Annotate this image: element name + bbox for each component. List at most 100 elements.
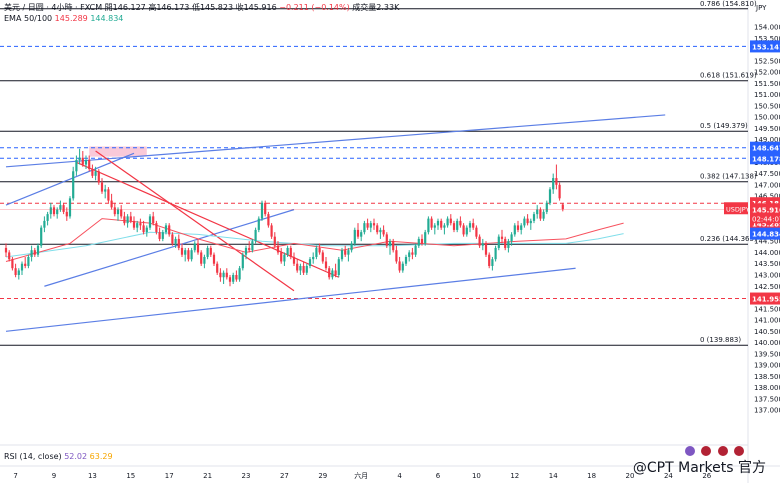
y-tick-label: 152.000 [754,69,780,77]
y-tick-label: 138.000 [754,384,780,392]
candle-body [228,277,232,282]
candle-body [408,252,411,257]
rsi-legend[interactable]: RSI (14, close) 52.02 63.29 [4,452,113,461]
x-tick-label: 14 [549,472,558,480]
candle-body [542,211,545,219]
candle-body [539,209,542,219]
x-tick-label: 24 [664,472,673,480]
candle-body [203,256,206,264]
ema50-line [5,218,624,262]
x-tick-label: 27 [280,472,289,480]
candle-body [8,252,11,260]
y-tick-label: 153.500 [754,35,780,43]
high-value: 146.173 [156,3,190,12]
candle-body [126,216,129,224]
candle-body [72,171,75,199]
candle-body [552,178,555,190]
candle-body [24,263,27,266]
candle-body [161,232,164,239]
candle-body [443,225,446,228]
candle-body [340,250,344,260]
y-tick-label: 150.000 [754,114,780,122]
y-tick-label: 144.500 [754,238,780,246]
candle-body [452,223,456,230]
last-price-tag-bg [750,203,780,224]
candle-body [331,270,334,278]
candle-body [107,189,110,201]
candle-body [270,225,273,237]
candle-body [113,207,116,215]
candle-body [222,272,225,278]
candle-body [91,169,94,176]
rsi-value: 52.02 [64,452,88,461]
low-label: 低 [191,3,200,12]
y-tick-label: 147.500 [754,170,780,178]
candle-body [139,223,142,226]
candle-body [17,270,20,275]
open-value: 146.127 [112,3,146,12]
x-tick-label: 6 [436,472,441,480]
chart-header: 美元 / 日圆 · 4小時 · FXCM 開146.127 高146.173 低… [4,2,399,13]
candle-body [312,256,315,260]
price-tag-bg [750,152,780,165]
y-tick-label: 141.500 [754,305,780,313]
candle-body [395,250,398,262]
y-tick-label: 143.000 [754,271,780,279]
candle-body [315,247,318,257]
candle-body [267,214,270,226]
candle-body [344,250,347,255]
y-tick-label: 140.000 [754,339,780,347]
candle-body [184,250,187,255]
candle-body [404,256,408,264]
price-tag: 144.834 [752,231,780,239]
candle-body [177,238,180,248]
x-tick-label: 12 [510,472,519,480]
candle-body [401,263,404,271]
us-flag-icon-2 [717,446,728,456]
candle-body [11,259,14,269]
candle-body [347,250,350,255]
candle-body [155,223,158,233]
candle-body [350,243,353,251]
x-tick-label: 9 [52,472,56,480]
last-price-tag: 145.916 [752,206,780,214]
candle-body [376,225,379,233]
candle-body [385,234,388,246]
candle-body [168,225,171,235]
candle-body [88,160,91,170]
y-tick-label: 144.000 [754,249,780,257]
y-tick-label: 152.500 [754,57,780,65]
candle-body [14,268,17,275]
candle-body [491,259,494,266]
candle-body [558,184,561,199]
fib-level-label: 0 (139.883) [700,336,741,344]
candle-body [152,216,155,224]
candle-body [523,218,526,226]
candle-body [424,232,427,244]
candle-body [484,243,488,255]
candle-body [94,171,97,176]
symbol-title: 美元 / 日圆 · 4小時 · FXCM [4,3,103,12]
x-tick-label: 17 [165,472,174,480]
candle-body [513,225,516,235]
candle-body [305,265,308,273]
candle-body [200,252,203,264]
candle-body [30,250,33,257]
candle-body [321,252,324,262]
candle-body [363,223,366,233]
candle-body [216,263,219,273]
candle-body [232,274,235,282]
symbol-tag: USDJPY [726,205,750,213]
fib-level-label: 0.382 (147.138) [700,173,757,181]
y-tick-label: 147.000 [754,181,780,189]
candle-body [372,223,376,226]
price-tag: 153.141 [752,43,780,51]
candle-body [500,236,504,239]
y-tick-label: 137.500 [754,395,780,403]
candle-body [148,216,152,228]
ema-legend[interactable]: EMA 50/100 145.289 144.834 [4,14,123,23]
rsi-ma-value: 63.29 [89,452,113,461]
candle-body [468,223,472,228]
